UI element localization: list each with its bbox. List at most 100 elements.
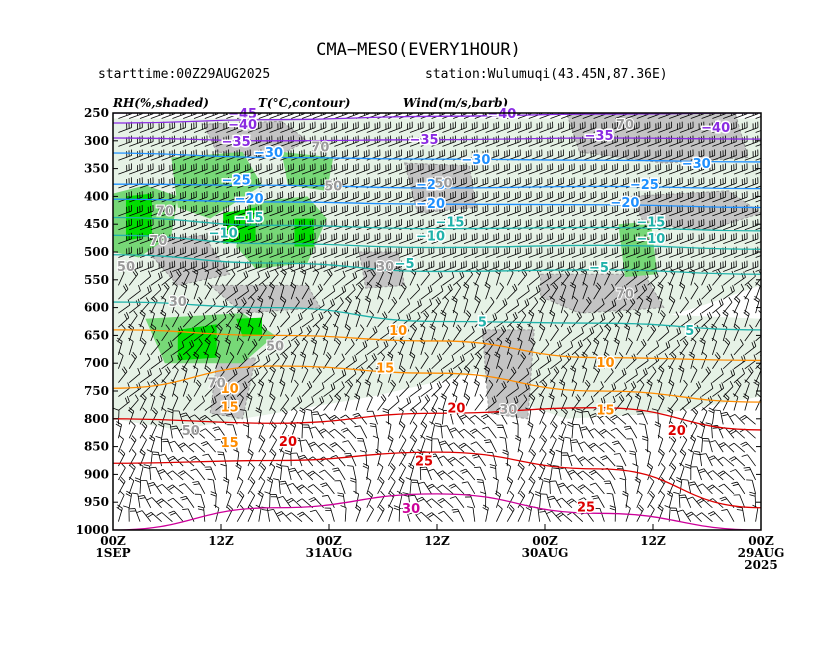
wind-barb-flag [331, 443, 338, 448]
wind-barb-flag [181, 365, 188, 370]
wind-barb [377, 272, 384, 286]
wind-barb-flag [441, 393, 447, 398]
wind-barb-flag [163, 284, 169, 290]
wind-barb [560, 314, 569, 328]
wind-barb-flag [694, 453, 701, 456]
wind-barb-flag [270, 407, 276, 412]
wind-barb-flag [581, 365, 588, 370]
wind-barb-flag [217, 324, 223, 329]
wind-barb-flag [448, 442, 454, 446]
wind-barb-flag [452, 381, 458, 387]
wind-barb-flag [412, 435, 417, 441]
wind-barb [431, 397, 439, 411]
wind-barb-flag [456, 282, 461, 288]
wind-barb [701, 304, 714, 314]
wind-barb-flag [322, 299, 325, 306]
wind-barb-flag [247, 451, 253, 456]
wind-barb [755, 255, 761, 258]
wind-barb [258, 396, 263, 411]
wind-barb-flag [659, 448, 665, 454]
wind-barb [323, 399, 333, 411]
wind-barb [344, 289, 356, 300]
wind-barb [366, 285, 373, 300]
wind-barb [182, 356, 191, 369]
wind-barb-flag [742, 395, 749, 400]
wind-barb-flag [699, 340, 705, 345]
wind-barb-flag [270, 451, 276, 457]
wind-barb-flag [215, 270, 221, 276]
wind-barb-flag [629, 453, 636, 456]
wind-barb-flag [536, 370, 539, 377]
wind-barb-flag [537, 270, 541, 277]
wind-barb-flag [684, 338, 689, 344]
wind-barb-flag [422, 421, 428, 426]
wind-barb-flag [277, 325, 281, 332]
wind-barb-flag [233, 286, 236, 293]
wind-barb-flag [325, 354, 331, 360]
wind-barb-flag [373, 353, 377, 359]
wind-barb-flag [116, 421, 122, 425]
wind-barb-flag [281, 435, 287, 440]
wind-barb-flag [668, 381, 674, 387]
wind-barb-flag [460, 356, 463, 363]
wind-barb-flag [517, 448, 524, 454]
wind-barb-flag [294, 439, 301, 442]
wind-barb-flag [462, 284, 469, 289]
wind-barb [118, 328, 126, 342]
wind-barb [139, 386, 151, 397]
wind-barb [398, 386, 410, 397]
wind-barb-flag [504, 298, 508, 305]
wind-barb [258, 424, 264, 439]
rh-90-area-4 [236, 317, 263, 337]
wind-barb-flag [499, 282, 504, 288]
wind-barb-flag [484, 327, 487, 333]
wind-barb [571, 356, 580, 369]
wind-barb-flag [211, 413, 218, 417]
wind-barb-flag [359, 450, 366, 453]
wind-barb-flag [494, 312, 498, 319]
wind-barb [701, 355, 708, 369]
wind-barb [614, 274, 625, 286]
wind-barb [582, 401, 594, 411]
wind-barb [744, 383, 750, 397]
wind-barb-flag [165, 368, 170, 374]
wind-barb-flag [176, 271, 180, 277]
wind-barb [323, 442, 335, 453]
wind-barb [474, 399, 484, 411]
wind-barb [658, 438, 664, 453]
wind-barb-flag [474, 298, 480, 303]
wind-barb-flag [167, 455, 174, 460]
wind-barb-flag [321, 395, 325, 402]
wind-barb-flag [158, 423, 164, 428]
wind-barb-flag [262, 282, 267, 288]
wind-barb-flag [739, 339, 744, 345]
wind-barb [560, 425, 567, 439]
wind-barb-flag [152, 296, 158, 302]
wind-barb-flag [702, 407, 708, 412]
wind-barb-flag [146, 449, 153, 453]
wind-barb-flag [497, 337, 503, 343]
wind-barb [344, 396, 350, 411]
wind-barb-flag [549, 393, 555, 398]
wind-barb-flag [436, 355, 441, 362]
wind-barb-flag [340, 427, 347, 431]
wind-barb-flag [464, 367, 470, 373]
wind-barb-flag [590, 395, 594, 402]
wind-barb-flag [242, 355, 246, 361]
wind-barb-flag [189, 311, 193, 317]
wind-barb [312, 272, 320, 286]
wind-barb-flag [231, 394, 236, 401]
wind-barb-flag [445, 379, 451, 385]
wind-barb [582, 285, 588, 300]
wind-barb [204, 271, 210, 286]
wind-barb-flag [739, 415, 746, 419]
wind-barb-flag [707, 366, 711, 373]
wind-barb-flag [642, 339, 647, 345]
wind-barb-flag [345, 455, 352, 457]
wind-barb-flag [134, 269, 139, 275]
wind-barb-flag [400, 421, 406, 426]
wind-barb [420, 411, 429, 425]
wind-barb-flag [591, 415, 598, 419]
wind-barb-flag [600, 314, 604, 321]
wind-barb-flag [658, 395, 664, 401]
